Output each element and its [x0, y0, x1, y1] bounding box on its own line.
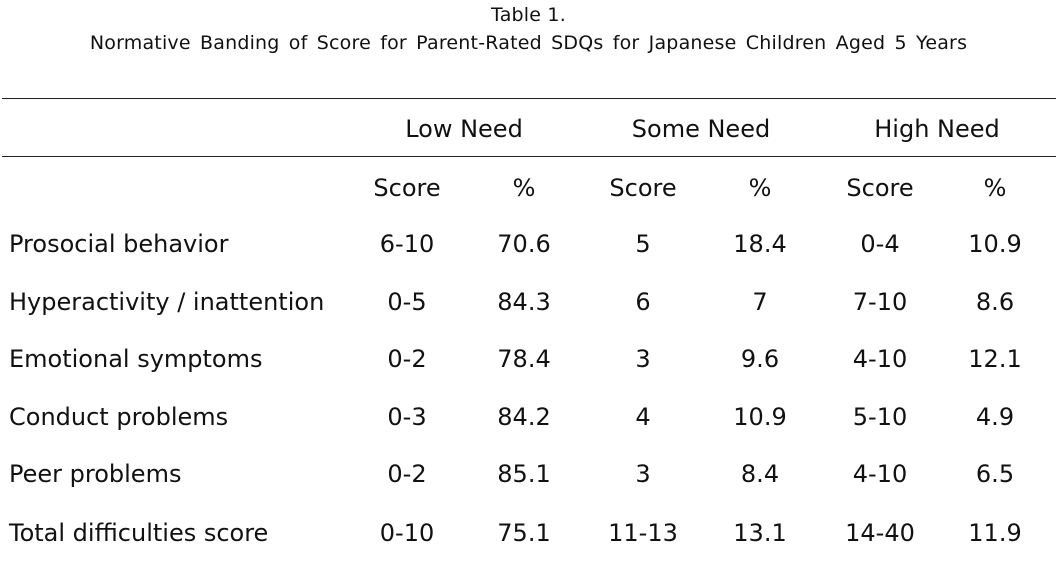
table-cell: 14-40 [845, 519, 915, 547]
table-cell: 9.6 [740, 345, 780, 373]
group-header-some-need: Some Need [631, 115, 771, 143]
subheader-high-percent: % [983, 174, 1007, 202]
row-label: Total difficulties score [9, 519, 269, 547]
table-cell: 7 [752, 288, 768, 316]
row-label: Peer problems [9, 460, 182, 488]
table-number: Table 1. [491, 4, 566, 26]
table-cell: 11.9 [968, 519, 1022, 547]
table-cell: 75.1 [497, 519, 551, 547]
table-cell: 12.1 [968, 345, 1022, 373]
subheader-low-percent: % [512, 174, 536, 202]
table-cell: 10.9 [733, 403, 787, 431]
table-cell: 0-4 [860, 230, 900, 258]
table-cell: 3 [635, 345, 651, 373]
table-cell: 4-10 [852, 460, 908, 488]
table-cell: 8.4 [740, 460, 780, 488]
table-cell: 8.6 [975, 288, 1015, 316]
group-header-rule [2, 156, 1056, 157]
table-cell: 84.2 [497, 403, 551, 431]
table-cell: 4.9 [975, 403, 1015, 431]
table-cell: 4-10 [852, 345, 908, 373]
table-cell: 18.4 [733, 230, 787, 258]
table-cell: 0-3 [387, 403, 427, 431]
table-cell: 13.1 [733, 519, 787, 547]
table-cell: 6 [635, 288, 651, 316]
table-cell: 78.4 [497, 345, 551, 373]
table-cell: 84.3 [497, 288, 551, 316]
subheader-some-score: Score [609, 174, 677, 202]
table-cell: 7-10 [852, 288, 908, 316]
table-cell: 11-13 [608, 519, 678, 547]
table-cell: 4 [635, 403, 651, 431]
table-cell: 0-2 [387, 460, 427, 488]
table-cell: 6-10 [379, 230, 435, 258]
table-cell: 70.6 [497, 230, 551, 258]
row-label: Hyperactivity / inattention [9, 288, 325, 316]
table-cell: 10.9 [968, 230, 1022, 258]
table-cell: 85.1 [497, 460, 551, 488]
table-cell: 0-5 [387, 288, 427, 316]
subheader-high-score: Score [846, 174, 914, 202]
group-header-high-need: High Need [874, 115, 1000, 143]
table-cell: 0-2 [387, 345, 427, 373]
table-cell: 5-10 [852, 403, 908, 431]
table-title: Normative Banding of Score for Parent-Ra… [89, 32, 968, 54]
group-header-low-need: Low Need [405, 115, 523, 143]
top-rule [2, 98, 1056, 99]
table-cell: 6.5 [975, 460, 1015, 488]
row-label: Conduct problems [9, 403, 229, 431]
row-label: Emotional symptoms [9, 345, 263, 373]
subheader-some-percent: % [748, 174, 772, 202]
table-cell: 0-10 [379, 519, 435, 547]
subheader-low-score: Score [373, 174, 441, 202]
table-cell: 3 [635, 460, 651, 488]
table-cell: 5 [635, 230, 651, 258]
row-label: Prosocial behavior [9, 230, 229, 258]
